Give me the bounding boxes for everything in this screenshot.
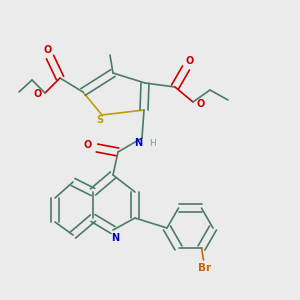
Text: N: N — [134, 138, 142, 148]
Text: O: O — [197, 99, 205, 109]
Text: H: H — [148, 139, 155, 148]
Text: O: O — [84, 140, 92, 150]
Text: O: O — [186, 56, 194, 66]
Text: O: O — [34, 89, 42, 99]
Text: N: N — [111, 233, 119, 243]
Text: O: O — [44, 45, 52, 55]
Text: S: S — [96, 115, 103, 125]
Text: Br: Br — [198, 263, 211, 273]
